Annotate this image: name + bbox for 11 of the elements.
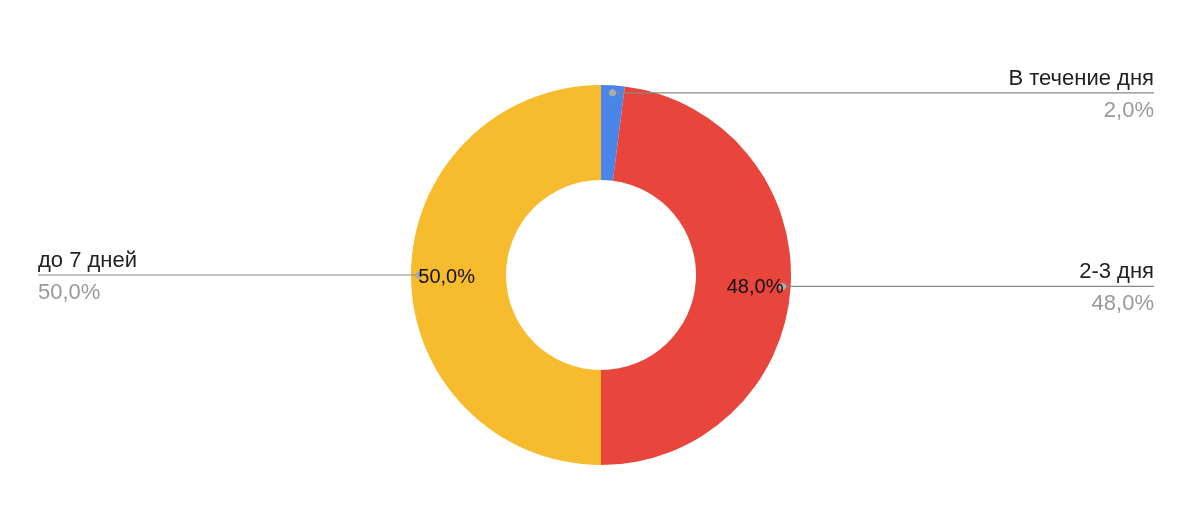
slice-label: В течение дня [1008, 64, 1154, 90]
donut-slice [601, 86, 791, 465]
slice-label: до 7 дней [38, 247, 138, 272]
text: 48,0% [726, 275, 784, 298]
data-label: 50,0% [38, 279, 101, 304]
text: 50,0% [418, 265, 475, 287]
data-label: 48,0% [1091, 290, 1154, 316]
donut-slice [411, 85, 601, 465]
slice-label: 2-3 дня [1079, 258, 1154, 284]
donut-slice [601, 85, 625, 181]
data-label: 2,0% [1103, 96, 1154, 122]
